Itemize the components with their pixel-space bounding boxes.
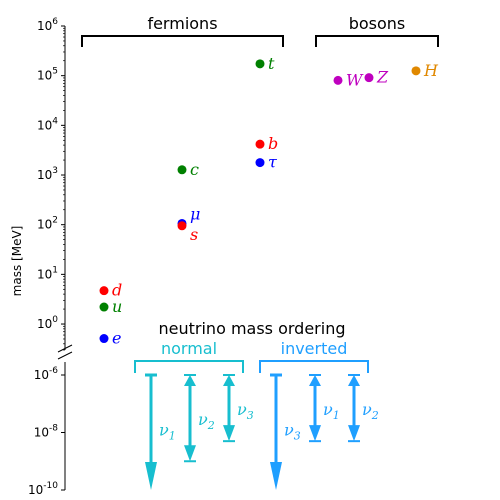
y-tick-label: 10-10 bbox=[28, 481, 58, 497]
y-tick-label: 10-6 bbox=[34, 366, 59, 382]
arrow-head bbox=[184, 445, 196, 462]
arrow-label: ν2 bbox=[362, 400, 379, 422]
group-bracket bbox=[315, 35, 439, 47]
data-point bbox=[177, 221, 187, 231]
point-label: b bbox=[268, 134, 278, 153]
data-point bbox=[364, 73, 374, 83]
point-label: H bbox=[423, 61, 439, 80]
ordering-bracket bbox=[259, 360, 369, 373]
point-label: Z bbox=[376, 68, 389, 87]
data-point bbox=[333, 75, 343, 85]
data-point bbox=[255, 59, 265, 69]
arrow-head bbox=[145, 462, 157, 490]
arrow-label: ν1 bbox=[159, 421, 176, 443]
arrow-head bbox=[270, 462, 282, 490]
ordering-label: normal bbox=[161, 339, 217, 358]
y-axis-label: mass [MeV] bbox=[10, 226, 24, 297]
data-point bbox=[99, 286, 109, 296]
data-point bbox=[99, 302, 109, 312]
group-label: fermions bbox=[147, 14, 217, 33]
y-tick-label: 105 bbox=[37, 67, 58, 83]
data-point bbox=[99, 334, 109, 344]
point-label: W bbox=[346, 70, 364, 89]
arrow-head bbox=[223, 425, 235, 442]
y-tick-label: 101 bbox=[37, 265, 58, 281]
arrow-label: ν2 bbox=[198, 410, 215, 432]
arrow-head bbox=[348, 375, 360, 386]
data-point bbox=[255, 139, 265, 149]
group-bracket bbox=[81, 35, 284, 47]
y-tick-label: 10-8 bbox=[34, 424, 59, 440]
arrow-head bbox=[309, 375, 321, 386]
arrow-label: ν3 bbox=[237, 400, 254, 422]
y-tick-label: 100 bbox=[37, 315, 58, 331]
point-label: d bbox=[112, 281, 122, 300]
y-tick-label: 103 bbox=[37, 166, 58, 182]
point-label: t bbox=[268, 54, 275, 73]
neutrino-title: neutrino mass ordering bbox=[159, 319, 346, 338]
point-label: u bbox=[112, 297, 122, 316]
point-label: s bbox=[190, 225, 198, 244]
point-label: τ bbox=[268, 153, 278, 172]
arrow-head bbox=[348, 425, 360, 442]
data-point bbox=[177, 165, 187, 175]
ordering-label: inverted bbox=[281, 339, 348, 358]
arrow-head bbox=[223, 375, 235, 386]
neutrino-panel: 10-6 10-8 10-10 neutrino mass orderingnorma… bbox=[28, 319, 379, 497]
arrow-head bbox=[309, 425, 321, 442]
ordering-bracket bbox=[134, 360, 244, 373]
axis-break bbox=[57, 344, 73, 353]
y-tick-label: 106 bbox=[37, 17, 58, 33]
mass-panel: 100 101 102 103 104 105 106 mass [MeV] fermions b… bbox=[10, 14, 439, 360]
point-label: e bbox=[112, 329, 121, 348]
data-point bbox=[255, 158, 265, 168]
arrow-label: ν1 bbox=[323, 400, 340, 422]
y-tick-label: 104 bbox=[37, 116, 58, 132]
data-point bbox=[411, 66, 421, 76]
y-tick-label: 102 bbox=[37, 216, 58, 232]
axis-break bbox=[57, 351, 73, 360]
group-label: bosons bbox=[349, 14, 406, 33]
point-label: μ bbox=[190, 204, 200, 223]
arrow-head bbox=[184, 375, 196, 386]
arrow-label: ν3 bbox=[284, 421, 301, 443]
point-label: c bbox=[190, 160, 199, 179]
